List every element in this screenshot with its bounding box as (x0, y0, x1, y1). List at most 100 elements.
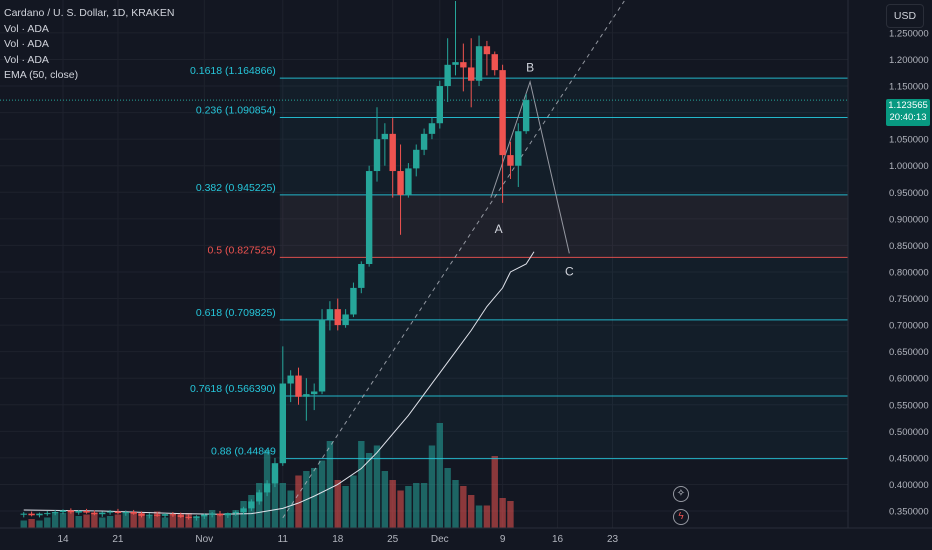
symbol-title[interactable]: Cardano / U. S. Dollar, 1D, KRAKEN (4, 7, 175, 19)
volume-bar (287, 490, 294, 528)
x-tick-label: 25 (387, 534, 399, 545)
volume-bar (146, 516, 153, 528)
volume-bar (106, 516, 114, 528)
y-tick-label: 0.650000 (889, 347, 929, 358)
wave-path (490, 79, 570, 254)
candle-body (36, 513, 43, 516)
volume-bar (216, 514, 224, 528)
candle-body (154, 514, 161, 516)
candle-body (161, 514, 169, 516)
candle-body (193, 516, 200, 518)
candle-body (522, 100, 530, 132)
candle-body (216, 513, 224, 516)
volume-bar (436, 423, 443, 528)
compass-icon[interactable]: ✧ (673, 486, 689, 502)
x-tick-label: 18 (332, 534, 344, 545)
volume-bar (326, 441, 334, 528)
volume-bar (99, 517, 106, 528)
candle-body (436, 86, 443, 124)
volume-bar (75, 516, 82, 528)
x-tick-label: 9 (500, 534, 506, 545)
last-price-badge: 1.123565 20:40:13 (886, 99, 930, 126)
candle-body (468, 67, 475, 81)
fib-label: 0.7618 (0.566390) (190, 383, 276, 395)
fibonacci-levels: 0.1618 (1.164866) 0.236 (1.090854) 0.382 (… (190, 65, 848, 460)
volume-bar (122, 513, 129, 528)
volume-bar (51, 513, 59, 528)
lightning-icon[interactable]: ϟ (673, 509, 689, 525)
candle-body (428, 123, 436, 134)
volume-bar (59, 513, 67, 528)
x-tick-label: 14 (57, 534, 69, 545)
y-tick-label: 0.800000 (889, 267, 929, 278)
volume-bar (83, 514, 90, 528)
ema-indicator[interactable]: EMA (50, close) (4, 69, 79, 81)
x-tick-label: 23 (607, 534, 619, 545)
volume-bar (397, 490, 404, 528)
candle-body (44, 513, 51, 515)
currency-button[interactable]: USD (886, 4, 924, 28)
volume-bar (365, 453, 373, 528)
volume-bar (342, 486, 349, 528)
candle-body (185, 516, 192, 518)
candle-body (413, 149, 420, 169)
y-tick-label: 0.400000 (889, 480, 929, 491)
candle-body (240, 508, 247, 513)
volume-bar (130, 513, 137, 528)
volume-bar (67, 513, 75, 528)
volume-indicator-3[interactable]: Vol · ADA (4, 53, 49, 66)
candle-body (365, 171, 373, 264)
x-tick-label: 11 (278, 534, 289, 545)
candle-body (67, 510, 75, 513)
candle-body (248, 501, 255, 509)
y-tick-label: 1.050000 (889, 135, 929, 146)
candle-body (146, 514, 153, 516)
candle-body (106, 511, 114, 513)
candle-body (460, 62, 467, 68)
volume-bar (295, 475, 302, 528)
candle-body (507, 155, 514, 166)
candle-body (256, 492, 263, 502)
candle-body (75, 511, 82, 513)
volume-bar (444, 468, 451, 528)
fib-zone (279, 78, 848, 459)
y-tick-label: 0.750000 (889, 294, 929, 305)
volume-bar (405, 486, 412, 528)
fib-label: 0.5 (0.827525) (207, 244, 275, 256)
y-tick-label: 0.950000 (889, 188, 929, 199)
candle-body (138, 513, 145, 516)
volume-bar (91, 513, 98, 528)
y-tick-label: 0.850000 (889, 241, 929, 252)
volume-bar (334, 480, 341, 528)
candle-body (28, 513, 35, 516)
volume-bar (499, 498, 506, 528)
volume-bar (44, 517, 51, 528)
candle-body (287, 375, 294, 384)
volume-indicator-1[interactable]: Vol · ADA (4, 22, 49, 35)
volume-indicator-2[interactable]: Vol · ADA (4, 38, 49, 50)
wave-label: B (526, 60, 534, 74)
volume-bar (428, 445, 436, 528)
candle-body (326, 309, 334, 320)
candle-body (311, 391, 318, 395)
candle-body (59, 510, 67, 513)
candle-body (208, 513, 216, 515)
candle-body (224, 513, 232, 516)
y-tick-label: 0.450000 (889, 453, 929, 464)
volume-bar (169, 514, 177, 528)
wave-label: A (495, 222, 503, 236)
candle-body (373, 139, 381, 172)
volume-bar (208, 510, 216, 528)
candle-body (201, 514, 208, 517)
y-tick-label: 0.900000 (889, 214, 929, 225)
volume-bar (161, 517, 169, 528)
y-tick-label: 0.500000 (889, 427, 929, 438)
x-tick-label: 16 (552, 534, 564, 545)
volume-bar (420, 483, 428, 528)
candle-body (303, 394, 310, 397)
volume-bar (193, 517, 200, 528)
volume-bar (177, 513, 184, 528)
chart-legend: Cardano / U. S. Dollar, 1D, KRAKEN Vol ·… (4, 6, 174, 84)
